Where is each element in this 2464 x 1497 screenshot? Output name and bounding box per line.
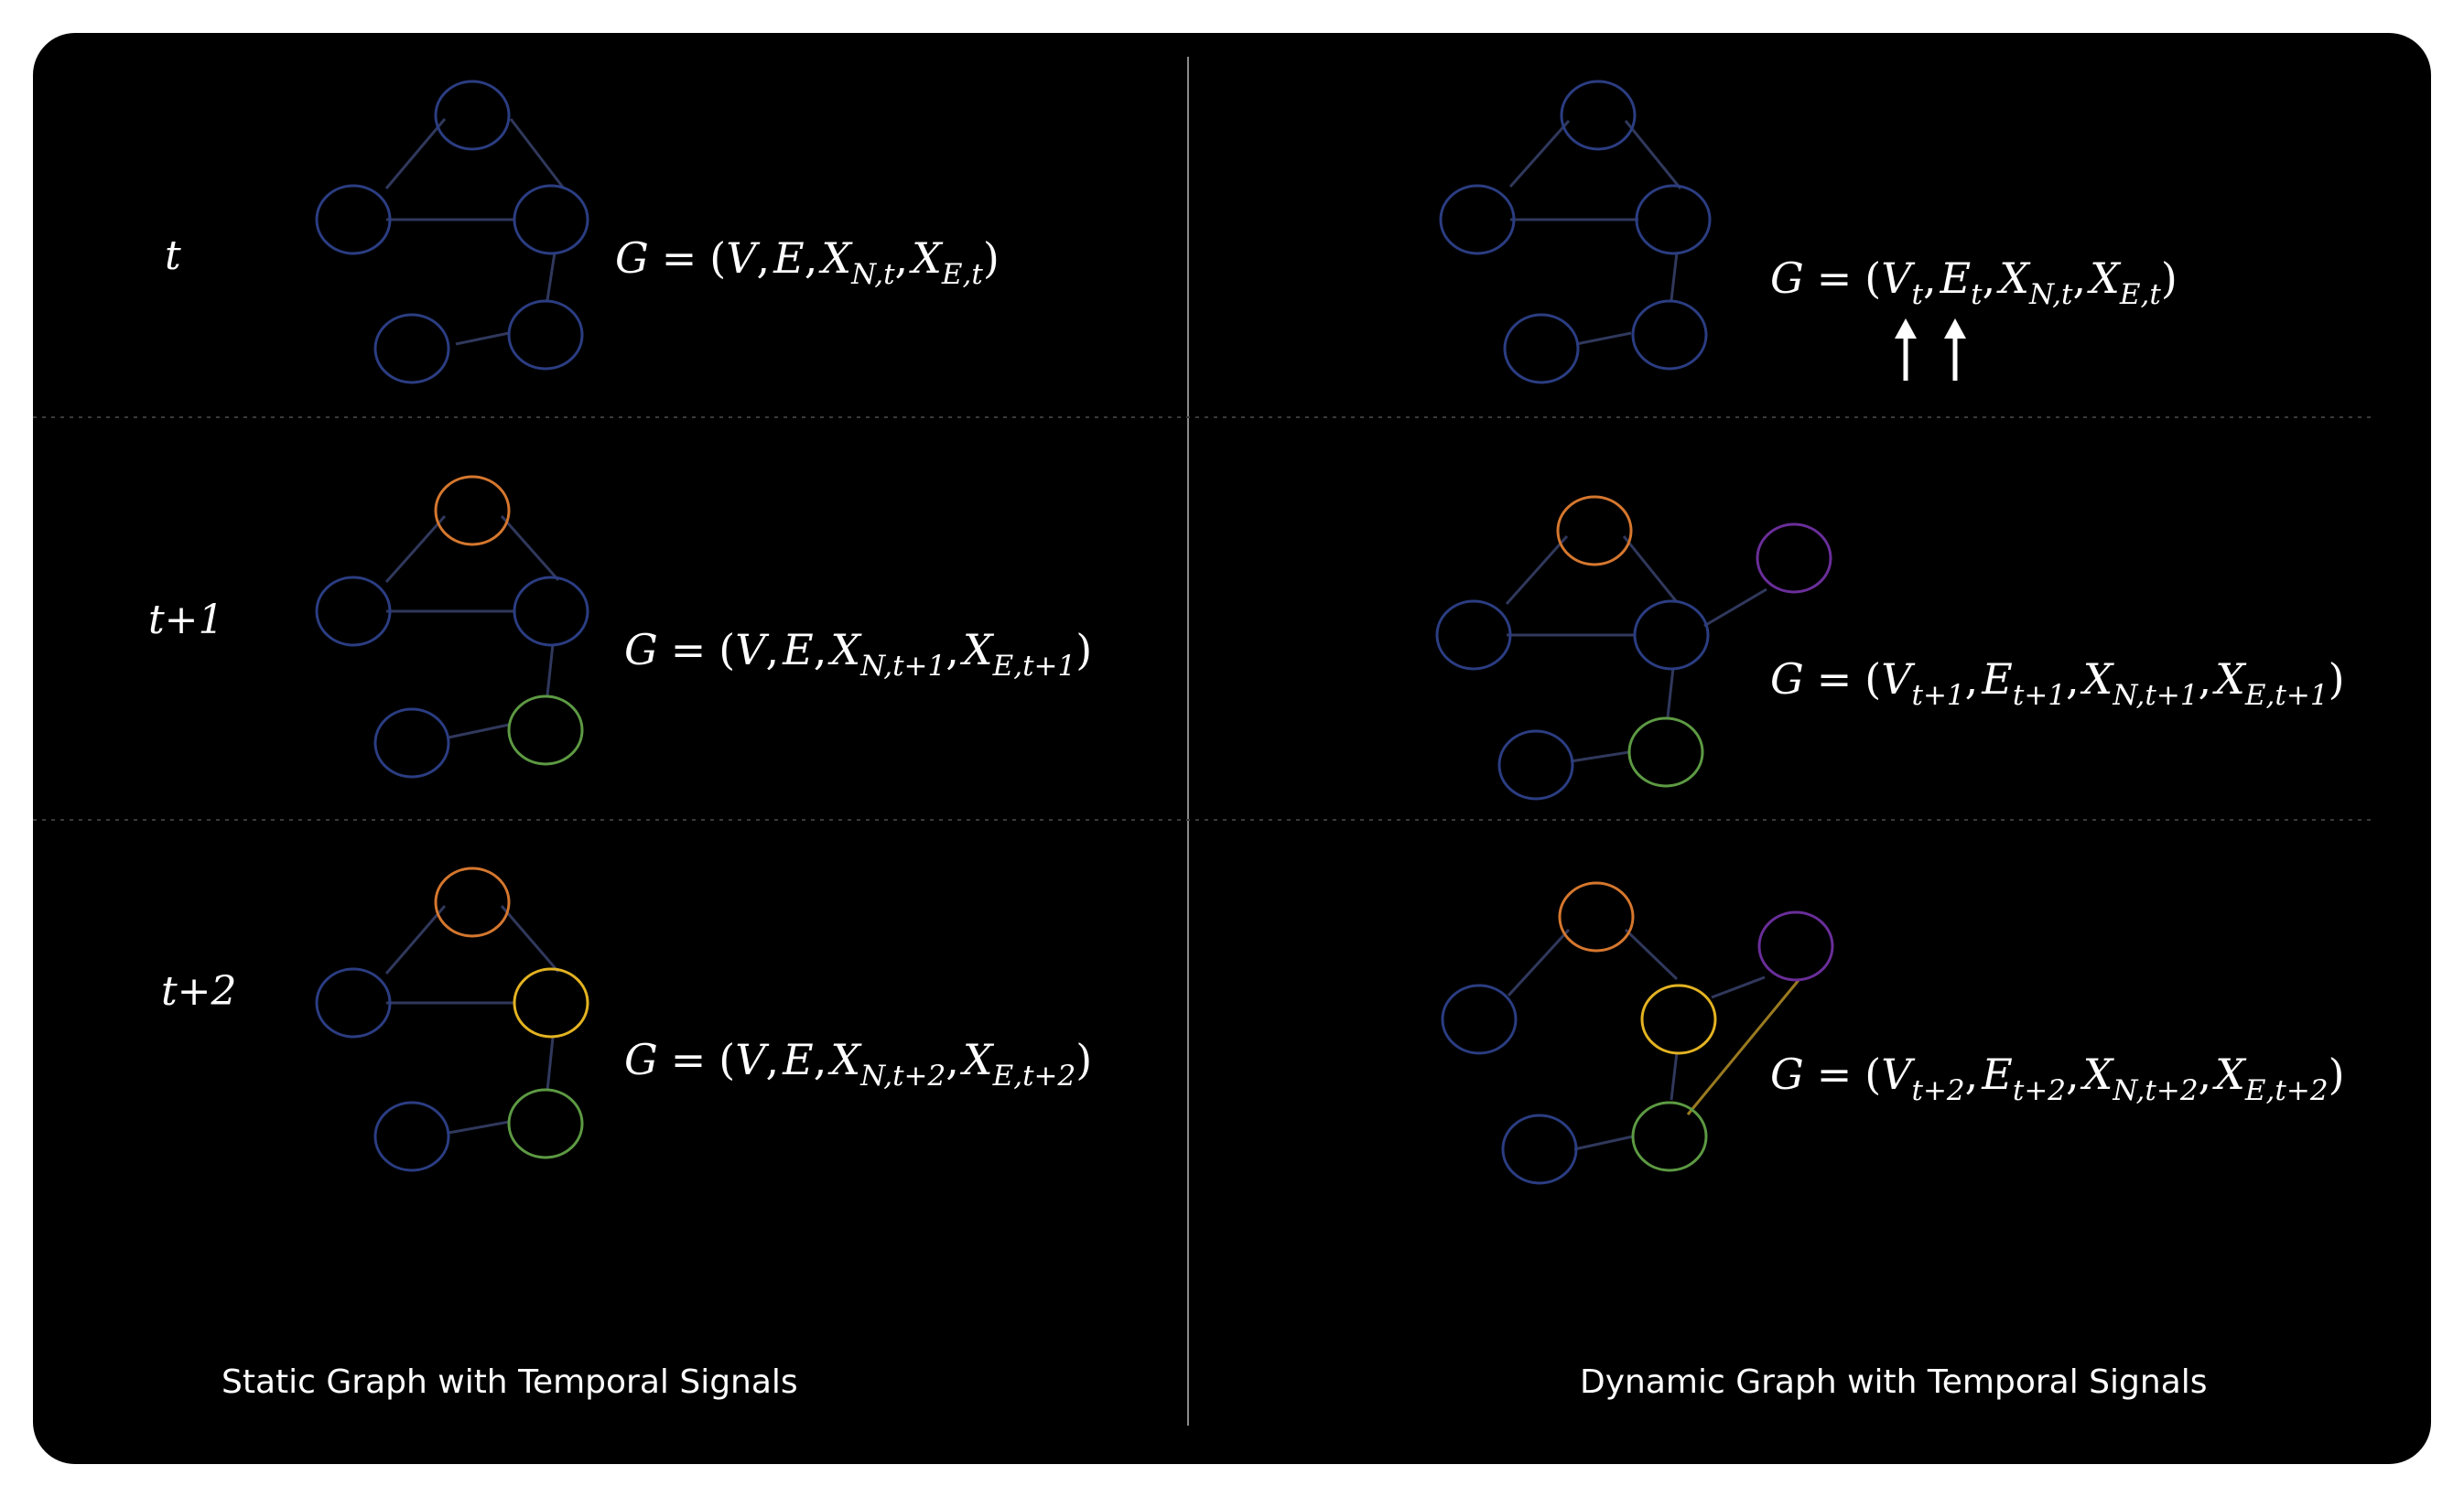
graph-edge bbox=[1575, 331, 1632, 346]
graph-edge bbox=[1666, 667, 1675, 718]
time-label-t-plus-2: t+2 bbox=[161, 968, 237, 1015]
static-caption: Static Graph with Temporal Signals bbox=[222, 1363, 798, 1401]
graph-node bbox=[373, 313, 450, 384]
graph-edge bbox=[546, 643, 555, 696]
graph-node bbox=[1503, 313, 1580, 384]
graph-edge bbox=[1670, 1051, 1679, 1101]
time-label-t-plus-1: t+1 bbox=[148, 597, 224, 643]
graph-node bbox=[1631, 1101, 1708, 1172]
graph-edge bbox=[448, 723, 510, 739]
graph-node bbox=[513, 967, 589, 1039]
graph-edge bbox=[384, 118, 447, 189]
graph-node bbox=[315, 184, 392, 255]
graph-edge bbox=[1624, 120, 1682, 189]
graph-edge bbox=[384, 515, 447, 583]
slide: t t+1 t+2 bbox=[33, 33, 2431, 1464]
arrow-up-icon bbox=[1944, 318, 1966, 381]
graph-node bbox=[507, 299, 584, 371]
graph-edge bbox=[1670, 252, 1679, 301]
graph-node bbox=[434, 475, 511, 546]
arrow-up-icon bbox=[1895, 318, 1917, 381]
dynamic-graph-t bbox=[1439, 80, 1712, 384]
graph-edge bbox=[509, 118, 566, 189]
graph-edge bbox=[546, 1037, 555, 1092]
static-graph-t-plus-1 bbox=[315, 475, 589, 779]
dynamic-equation-t: G = (Vt,Et,XN,t,XE,t) bbox=[1770, 253, 2178, 311]
time-label-t: t bbox=[165, 232, 181, 279]
graph-edge bbox=[1624, 928, 1679, 981]
graph-node bbox=[1756, 522, 1832, 594]
graph-node bbox=[1757, 910, 1834, 982]
static-equation-t-plus-2: G = (V,E,XN,t+2,XE,t+2) bbox=[624, 1035, 1092, 1093]
graph-node bbox=[434, 867, 511, 938]
dynamic-equation-t-plus-2: G = (Vt+2,Et+2,XN,t+2,XE,t+2) bbox=[1770, 1050, 2345, 1107]
graph-edge bbox=[500, 905, 560, 973]
graph-node bbox=[513, 184, 589, 255]
static-equation-t-plus-1: G = (V,E,XN,t+1,XE,t+1) bbox=[624, 625, 1092, 683]
static-graph-t-plus-2 bbox=[315, 867, 589, 1172]
graph-edge bbox=[500, 515, 560, 581]
graph-edge bbox=[546, 252, 557, 301]
graph-node bbox=[315, 967, 392, 1039]
graph-edge bbox=[384, 905, 447, 975]
dynamic-caption: Dynamic Graph with Temporal Signals bbox=[1580, 1363, 2208, 1401]
graph-edge bbox=[1570, 750, 1630, 763]
graph-node bbox=[1558, 881, 1635, 953]
graph-edge bbox=[1573, 1135, 1634, 1151]
graph-node bbox=[1497, 729, 1574, 801]
graph-edge bbox=[1622, 535, 1679, 603]
graph-edge bbox=[1686, 978, 1801, 1115]
graph-edge bbox=[1505, 535, 1569, 605]
graph-edge bbox=[1508, 120, 1571, 188]
graph-node bbox=[1439, 184, 1516, 255]
dynamic-graph-t-plus-2 bbox=[1441, 881, 1834, 1185]
dynamic-equation-t-plus-1: G = (Vt+1,Et+1,XN,t+1,XE,t+1) bbox=[1770, 654, 2345, 712]
static-equation-t: G = (V,E,XN,t,XE,t) bbox=[615, 233, 1000, 291]
graph-node bbox=[1435, 599, 1512, 671]
graph-node bbox=[1627, 716, 1704, 788]
graph-diagram: t t+1 t+2 bbox=[33, 57, 2376, 1426]
graph-node bbox=[1441, 984, 1518, 1055]
graph-edge bbox=[1507, 928, 1571, 997]
graph-edge bbox=[1711, 975, 1766, 999]
graph-edge bbox=[455, 331, 510, 346]
graph-node bbox=[507, 1088, 584, 1159]
graph-node bbox=[1633, 599, 1710, 671]
graph-node bbox=[1635, 184, 1712, 255]
graph-node bbox=[513, 576, 589, 647]
dynamic-graph-t-plus-1 bbox=[1435, 495, 1832, 801]
graph-node bbox=[434, 80, 511, 151]
graph-node bbox=[507, 695, 584, 766]
graph-node bbox=[373, 707, 450, 779]
graph-node bbox=[1560, 80, 1637, 151]
graph-node bbox=[1501, 1114, 1578, 1185]
graph-node bbox=[1631, 299, 1708, 371]
graph-node bbox=[1640, 984, 1717, 1055]
graph-edge bbox=[448, 1120, 510, 1135]
graph-node bbox=[1556, 495, 1633, 566]
graph-edge bbox=[1703, 587, 1767, 628]
graph-node bbox=[315, 576, 392, 647]
graph-node bbox=[373, 1101, 450, 1172]
static-graph-t bbox=[315, 80, 589, 384]
